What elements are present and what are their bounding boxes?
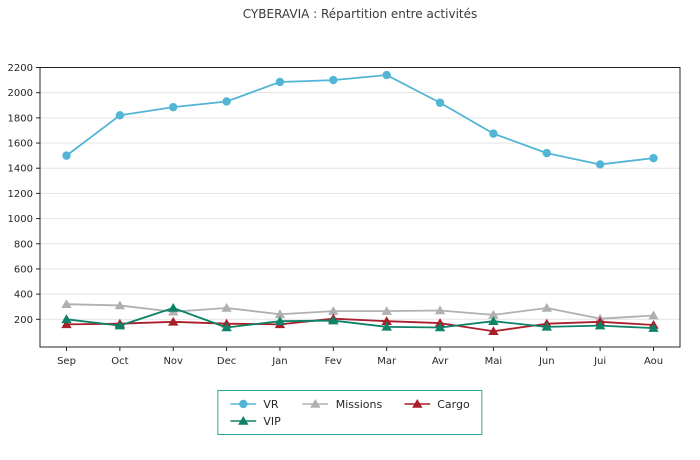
- marker-vip: [541, 321, 552, 331]
- series-line-vip: [66, 307, 654, 330]
- marker-missions: [381, 306, 392, 315]
- series-line-missions: [66, 303, 654, 320]
- marker-missions: [221, 302, 232, 312]
- series-line-cargo: [66, 317, 654, 333]
- plot-frame: [39, 67, 681, 348]
- marker-missions: [434, 305, 446, 315]
- marker-cargo: [488, 326, 499, 336]
- marker-missions: [114, 300, 126, 310]
- x-tick-label: Mai: [485, 356, 503, 367]
- marker-vr: [382, 70, 391, 80]
- legend-label: Missions: [335, 397, 383, 411]
- x-tick-label: Fev: [325, 356, 342, 367]
- marker-vip: [488, 316, 499, 325]
- x-tick-label: Dec: [217, 356, 236, 367]
- marker-vip: [168, 302, 179, 312]
- x-tick-label: Sep: [57, 356, 76, 367]
- legend: VR Missions Cargo VIP: [217, 390, 483, 435]
- marker-vip: [648, 323, 659, 332]
- x-tick-label: Oct: [111, 356, 128, 367]
- marker-vr: [62, 151, 71, 160]
- circle-marker-icon: [230, 399, 257, 409]
- marker-vip: [434, 322, 446, 332]
- marker-cargo: [61, 319, 72, 329]
- marker-vip: [61, 314, 72, 324]
- line-chart: 200 400 600 800 1000 1200 1400 1600 1800 2000 2200…: [8, 63, 681, 367]
- y-tick-label: 600: [14, 264, 33, 275]
- y-tick-label: 1600: [8, 139, 33, 150]
- legend-label: Cargo: [437, 397, 470, 411]
- chart-title: CYBERAVIA : Répartition entre activités: [242, 7, 478, 21]
- x-tick-label: Jui: [593, 356, 606, 367]
- triangle-marker-icon: [302, 399, 329, 408]
- marker-vip: [114, 320, 126, 330]
- x-tick-label: Mar: [377, 356, 397, 367]
- marker-cargo: [381, 316, 392, 325]
- marker-vip: [274, 316, 286, 325]
- y-tick-label: 2200: [8, 63, 33, 74]
- y-tick-label: 1400: [8, 164, 33, 175]
- marker-vip: [594, 320, 606, 330]
- y-tick-label: 1000: [8, 214, 33, 225]
- y-tick-label: 200: [14, 315, 33, 326]
- marker-cargo: [168, 316, 179, 326]
- x-tick-label: Jun: [538, 356, 555, 367]
- marker-vr: [435, 98, 445, 107]
- x-tick-label: Aou: [644, 356, 663, 367]
- marker-cargo: [434, 318, 446, 327]
- series-line-vr: [65, 74, 654, 166]
- legend-label: VIP: [263, 414, 281, 428]
- legend-item-vr: VR: [230, 397, 280, 411]
- marker-missions: [61, 299, 72, 308]
- triangle-marker-icon: [230, 416, 257, 425]
- y-tick-label: 2000: [8, 88, 33, 99]
- marker-vr: [169, 102, 178, 112]
- y-tick-label: 400: [14, 290, 33, 301]
- marker-missions: [328, 306, 339, 315]
- marker-missions: [541, 302, 552, 312]
- legend-label: VR: [263, 397, 279, 411]
- y-tick-label: 1800: [8, 113, 33, 124]
- marker-vip: [328, 315, 339, 325]
- marker-vr: [222, 97, 231, 106]
- marker-vr: [595, 160, 605, 169]
- marker-missions: [648, 310, 659, 320]
- y-tick-label: 1200: [8, 189, 33, 200]
- marker-vr: [115, 111, 125, 120]
- marker-vip: [221, 322, 232, 332]
- triangle-marker-icon: [404, 399, 431, 408]
- y-tick-label: 800: [14, 239, 33, 250]
- marker-vip: [381, 321, 392, 331]
- marker-vr: [542, 148, 551, 158]
- legend-item-cargo: Cargo: [404, 397, 470, 411]
- legend-item-missions: Missions: [302, 397, 383, 411]
- marker-vr: [329, 75, 338, 85]
- marker-missions: [488, 309, 499, 319]
- marker-vr: [275, 77, 285, 87]
- marker-vr: [489, 129, 498, 138]
- legend-item-vip: VIP: [230, 414, 281, 428]
- marker-vr: [649, 153, 658, 163]
- x-tick-label: Avr: [432, 356, 449, 367]
- marker-missions: [274, 309, 286, 319]
- x-tick-label: Nov: [163, 356, 183, 367]
- x-tick-label: Jan: [271, 356, 287, 367]
